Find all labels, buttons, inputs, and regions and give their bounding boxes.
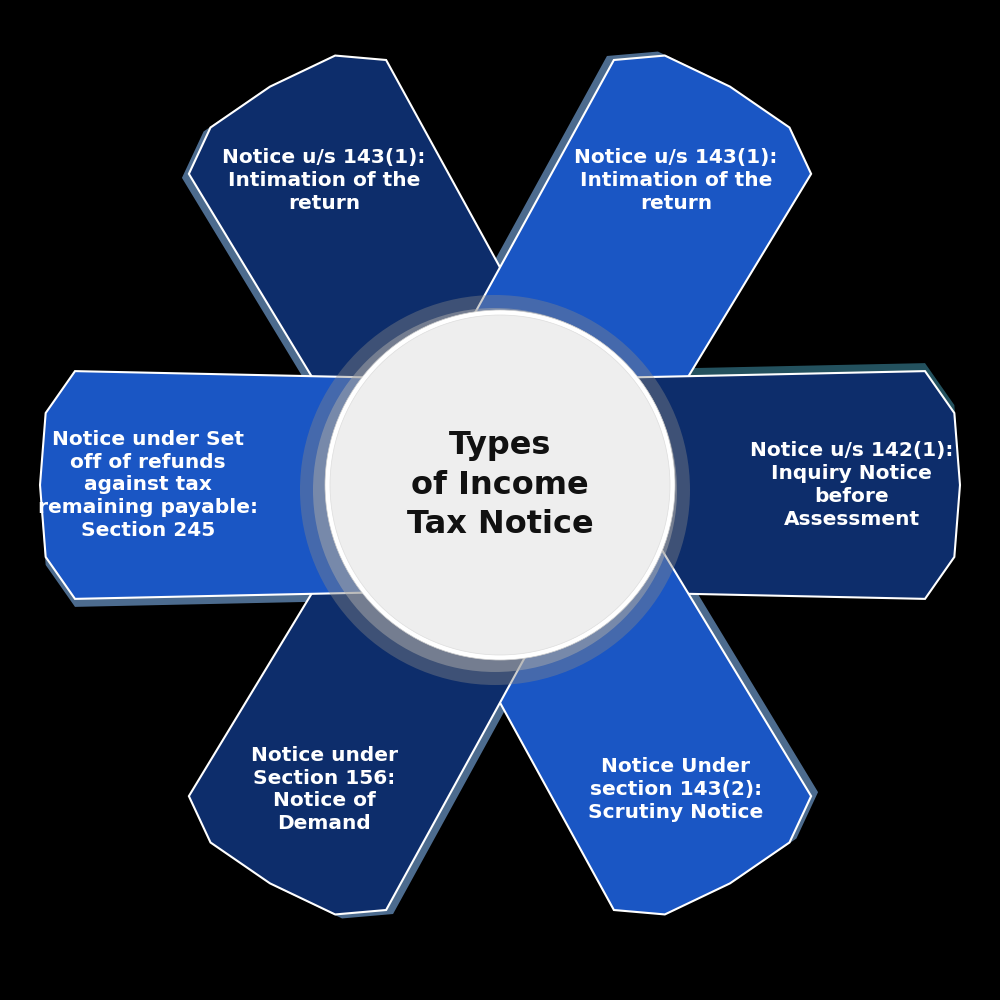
Polygon shape bbox=[189, 551, 524, 914]
Polygon shape bbox=[596, 371, 960, 599]
Circle shape bbox=[313, 308, 677, 672]
Circle shape bbox=[330, 315, 670, 655]
Polygon shape bbox=[476, 56, 811, 419]
Text: Notice under
Section 156:
Notice of
Demand: Notice under Section 156: Notice of Dema… bbox=[251, 746, 398, 833]
Text: Notice Under
section 143(2):
Scrutiny Notice: Notice Under section 143(2): Scrutiny No… bbox=[588, 757, 763, 822]
Text: Types
of Income
Tax Notice: Types of Income Tax Notice bbox=[407, 430, 593, 540]
Polygon shape bbox=[469, 52, 804, 415]
Polygon shape bbox=[189, 56, 524, 419]
Polygon shape bbox=[182, 60, 517, 423]
Polygon shape bbox=[196, 555, 531, 918]
Circle shape bbox=[300, 295, 690, 685]
Polygon shape bbox=[483, 547, 818, 910]
Text: Notice u/s 143(1):
Intimation of the
return: Notice u/s 143(1): Intimation of the ret… bbox=[222, 148, 426, 213]
Polygon shape bbox=[596, 363, 960, 591]
Text: Notice u/s 143(1):
Intimation of the
return: Notice u/s 143(1): Intimation of the ret… bbox=[574, 148, 778, 213]
Polygon shape bbox=[476, 551, 811, 914]
Polygon shape bbox=[40, 371, 404, 599]
Text: Notice under Set
off of refunds
against tax
remaining payable:
Section 245: Notice under Set off of refunds against … bbox=[38, 430, 258, 540]
Circle shape bbox=[325, 310, 675, 660]
Polygon shape bbox=[40, 379, 404, 607]
Text: Notice u/s 142(1):
Inquiry Notice
before
Assessment: Notice u/s 142(1): Inquiry Notice before… bbox=[750, 441, 953, 529]
